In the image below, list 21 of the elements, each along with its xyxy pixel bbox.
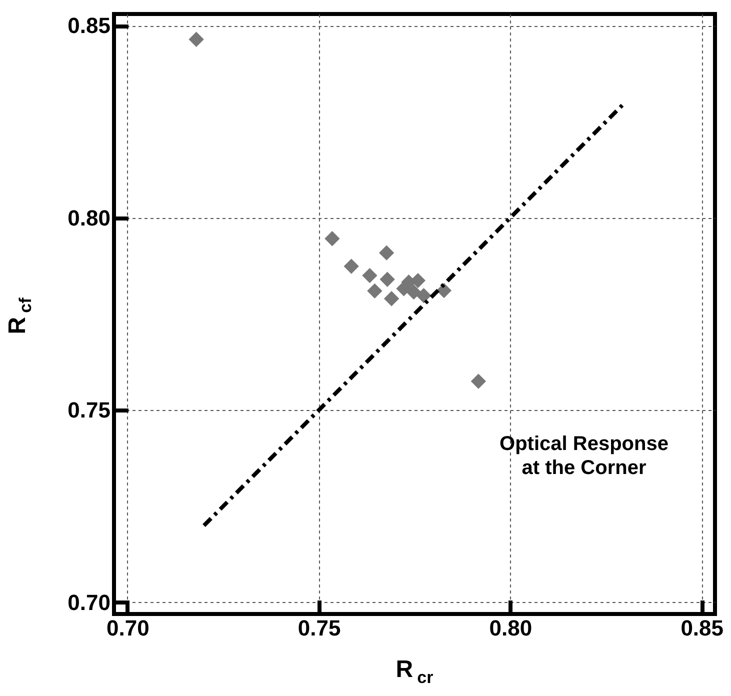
- point: [470, 374, 486, 389]
- point: [416, 288, 432, 304]
- x-axis-title: R$_{cr}$: [394, 656, 434, 688]
- point: [384, 291, 400, 306]
- point: [380, 272, 395, 287]
- point: [367, 283, 382, 299]
- y-tick-label: 0.75: [68, 398, 110, 423]
- x-tick-label: 0.70: [106, 616, 150, 640]
- point: [188, 32, 204, 47]
- y-tick-label: 0.85: [68, 13, 110, 38]
- y-tick-label: 0.70: [68, 590, 110, 615]
- point: [396, 281, 412, 296]
- annotation: Optical Response at the Corner: [500, 433, 668, 479]
- x-tick-label: 0.85: [680, 616, 724, 640]
- point: [344, 258, 359, 274]
- y-tick-label: 0.80: [68, 205, 110, 230]
- point: [378, 245, 394, 260]
- point: [362, 268, 378, 284]
- x-tick-label: 0.80: [489, 616, 532, 640]
- point: [324, 231, 340, 246]
- x-tick-label: 0.75: [298, 616, 341, 640]
